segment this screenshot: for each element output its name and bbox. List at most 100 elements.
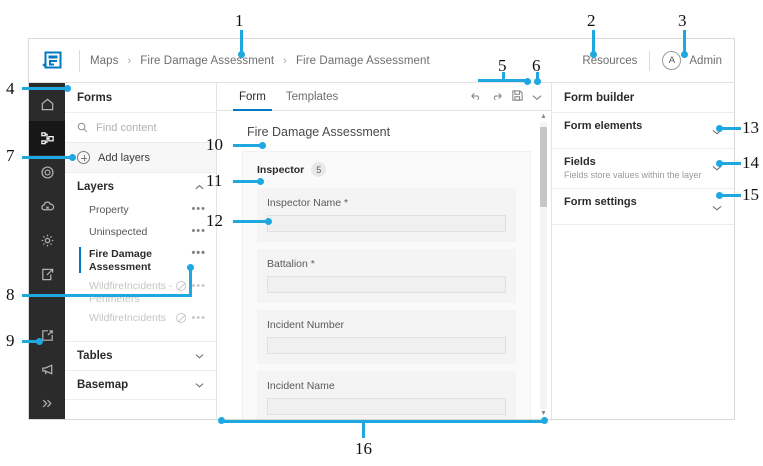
form-field[interactable]: Battalion *	[257, 249, 516, 303]
vertical-scrollbar[interactable]: ▲ ▼	[539, 113, 548, 418]
chevron-down-icon[interactable]	[712, 156, 722, 176]
callout-leader-12	[233, 220, 269, 223]
accordion-fields[interactable]: Fields Fields store values within the la…	[552, 149, 734, 189]
layer-overflow-icon[interactable]: •••	[191, 247, 206, 259]
cloud-off-icon	[40, 201, 54, 210]
add-layers-button[interactable]: Add layers	[65, 143, 216, 173]
callout-leader-11	[233, 180, 261, 183]
rail-item-settings[interactable]	[29, 223, 65, 257]
chevron-down-icon[interactable]	[532, 88, 542, 106]
section-header-basemap[interactable]: Basemap	[65, 371, 216, 399]
scroll-down-arrow-icon[interactable]: ▼	[540, 410, 547, 417]
export-icon	[41, 268, 53, 280]
field-input[interactable]	[267, 337, 506, 354]
chevron-down-icon[interactable]	[712, 196, 722, 216]
callout-number-4: 4	[6, 79, 15, 98]
form-builder-panel: Form builder Form elements Fields Fields…	[552, 83, 734, 419]
accordion-form-settings[interactable]: Form settings	[552, 189, 734, 225]
left-panel-title: Forms	[65, 83, 216, 113]
divider	[649, 50, 651, 71]
not-supported-icon	[176, 281, 187, 291]
breadcrumb: Maps › Fire Damage Assessment › Fire Dam…	[90, 55, 430, 67]
rail-item-export[interactable]	[29, 257, 65, 291]
layer-overflow-icon[interactable]: •••	[191, 280, 206, 292]
expand-icon	[42, 399, 52, 407]
accordion-form-elements[interactable]: Form elements	[552, 113, 734, 149]
list-item[interactable]: WildfireIncidents •••	[65, 309, 216, 331]
section-header-layers[interactable]: Layers	[65, 173, 216, 201]
form-field[interactable]: Incident Number	[257, 310, 516, 364]
form-canvas: Fire Damage Assessment Inspector 5 Inspe…	[217, 111, 551, 419]
rail-item-expand[interactable]	[29, 386, 65, 419]
layer-overflow-icon[interactable]: •••	[191, 312, 206, 324]
divider	[65, 370, 216, 371]
tab-form[interactable]: Form	[229, 83, 276, 111]
breadcrumb-item-maps[interactable]: Maps	[90, 54, 119, 67]
callout-leader-6	[536, 72, 539, 82]
form-field[interactable]: Inspector Name *	[257, 188, 516, 242]
layer-overflow-icon[interactable]: •••	[191, 203, 206, 215]
app-window: Maps › Fire Damage Assessment › Fire Dam…	[28, 38, 735, 420]
form-field[interactable]: Incident Name	[257, 371, 516, 419]
rail-item-open-map[interactable]	[29, 318, 65, 352]
header-right-cluster: Resources A Admin	[582, 50, 734, 71]
callout-number-11: 11	[206, 171, 223, 190]
accordion-label: Fields	[564, 156, 596, 168]
search-input[interactable]: Find content	[65, 113, 216, 143]
arcgis-logo-icon[interactable]	[29, 39, 77, 83]
undo-icon[interactable]	[470, 88, 482, 106]
callout-dot-11	[257, 178, 264, 185]
callout-dot-16b	[541, 417, 548, 424]
save-icon[interactable]	[512, 88, 523, 106]
callout-dot-16a	[218, 417, 225, 424]
avatar[interactable]: A	[662, 51, 682, 70]
list-item[interactable]: Property •••	[65, 201, 216, 223]
layer-overflow-icon[interactable]: •••	[191, 225, 206, 237]
plus-circle-icon	[77, 151, 90, 164]
redo-icon[interactable]	[491, 88, 503, 106]
callout-leader-5	[478, 79, 528, 82]
breadcrumb-item-map[interactable]: Fire Damage Assessment	[140, 54, 275, 67]
section-label-layers: Layers	[77, 181, 115, 193]
field-input[interactable]	[267, 398, 506, 415]
callout-leader-10	[233, 144, 263, 147]
form-group-card[interactable]: Inspector 5 Inspector Name * Battalion *	[242, 151, 531, 419]
resources-link[interactable]: Resources	[582, 54, 638, 67]
callout-leader-16b	[362, 420, 365, 438]
accordion-sublabel: Fields store values within the layer	[564, 170, 702, 180]
tab-templates[interactable]: Templates	[285, 90, 339, 103]
left-content-panel: Forms Find content Add layers Layers	[65, 83, 217, 419]
callout-leader-7	[22, 156, 72, 159]
scroll-up-arrow-icon[interactable]: ▲	[540, 113, 547, 120]
not-supported-icon	[176, 313, 187, 323]
rail-item-target[interactable]	[29, 155, 65, 189]
callout-number-12: 12	[206, 211, 223, 230]
rail-item-offline[interactable]	[29, 189, 65, 223]
scrollbar-track[interactable]	[540, 122, 547, 409]
list-item-selected[interactable]: Fire Damage Assessment •••	[65, 245, 216, 277]
divider	[65, 341, 216, 342]
callout-leader-14	[719, 162, 741, 165]
section-header-tables[interactable]: Tables	[65, 342, 216, 370]
editor-toolbar	[470, 88, 551, 106]
callout-number-1: 1	[235, 11, 244, 30]
callout-leader-2	[592, 30, 595, 54]
field-input[interactable]	[267, 215, 506, 232]
rail-item-content[interactable]	[29, 121, 65, 155]
rail-item-feedback[interactable]	[29, 352, 65, 386]
callout-number-7: 7	[6, 146, 15, 165]
scrollbar-thumb[interactable]	[540, 127, 547, 207]
user-menu-label[interactable]: Admin	[689, 54, 722, 67]
callout-dot-8	[187, 264, 194, 271]
field-input[interactable]	[267, 276, 506, 293]
org-hierarchy-icon	[40, 131, 54, 144]
accordion-label: Form elements	[564, 120, 643, 132]
rail-item-home[interactable]	[29, 87, 65, 121]
callout-leader-8b	[189, 267, 192, 297]
callout-number-14: 14	[742, 153, 759, 172]
list-item[interactable]: Uninspected •••	[65, 223, 216, 245]
search-placeholder: Find content	[96, 121, 157, 134]
list-item[interactable]: WildfireIncidents - Perimeters •••	[65, 277, 216, 309]
field-label: Incident Name	[267, 380, 335, 392]
gear-icon	[41, 234, 53, 246]
